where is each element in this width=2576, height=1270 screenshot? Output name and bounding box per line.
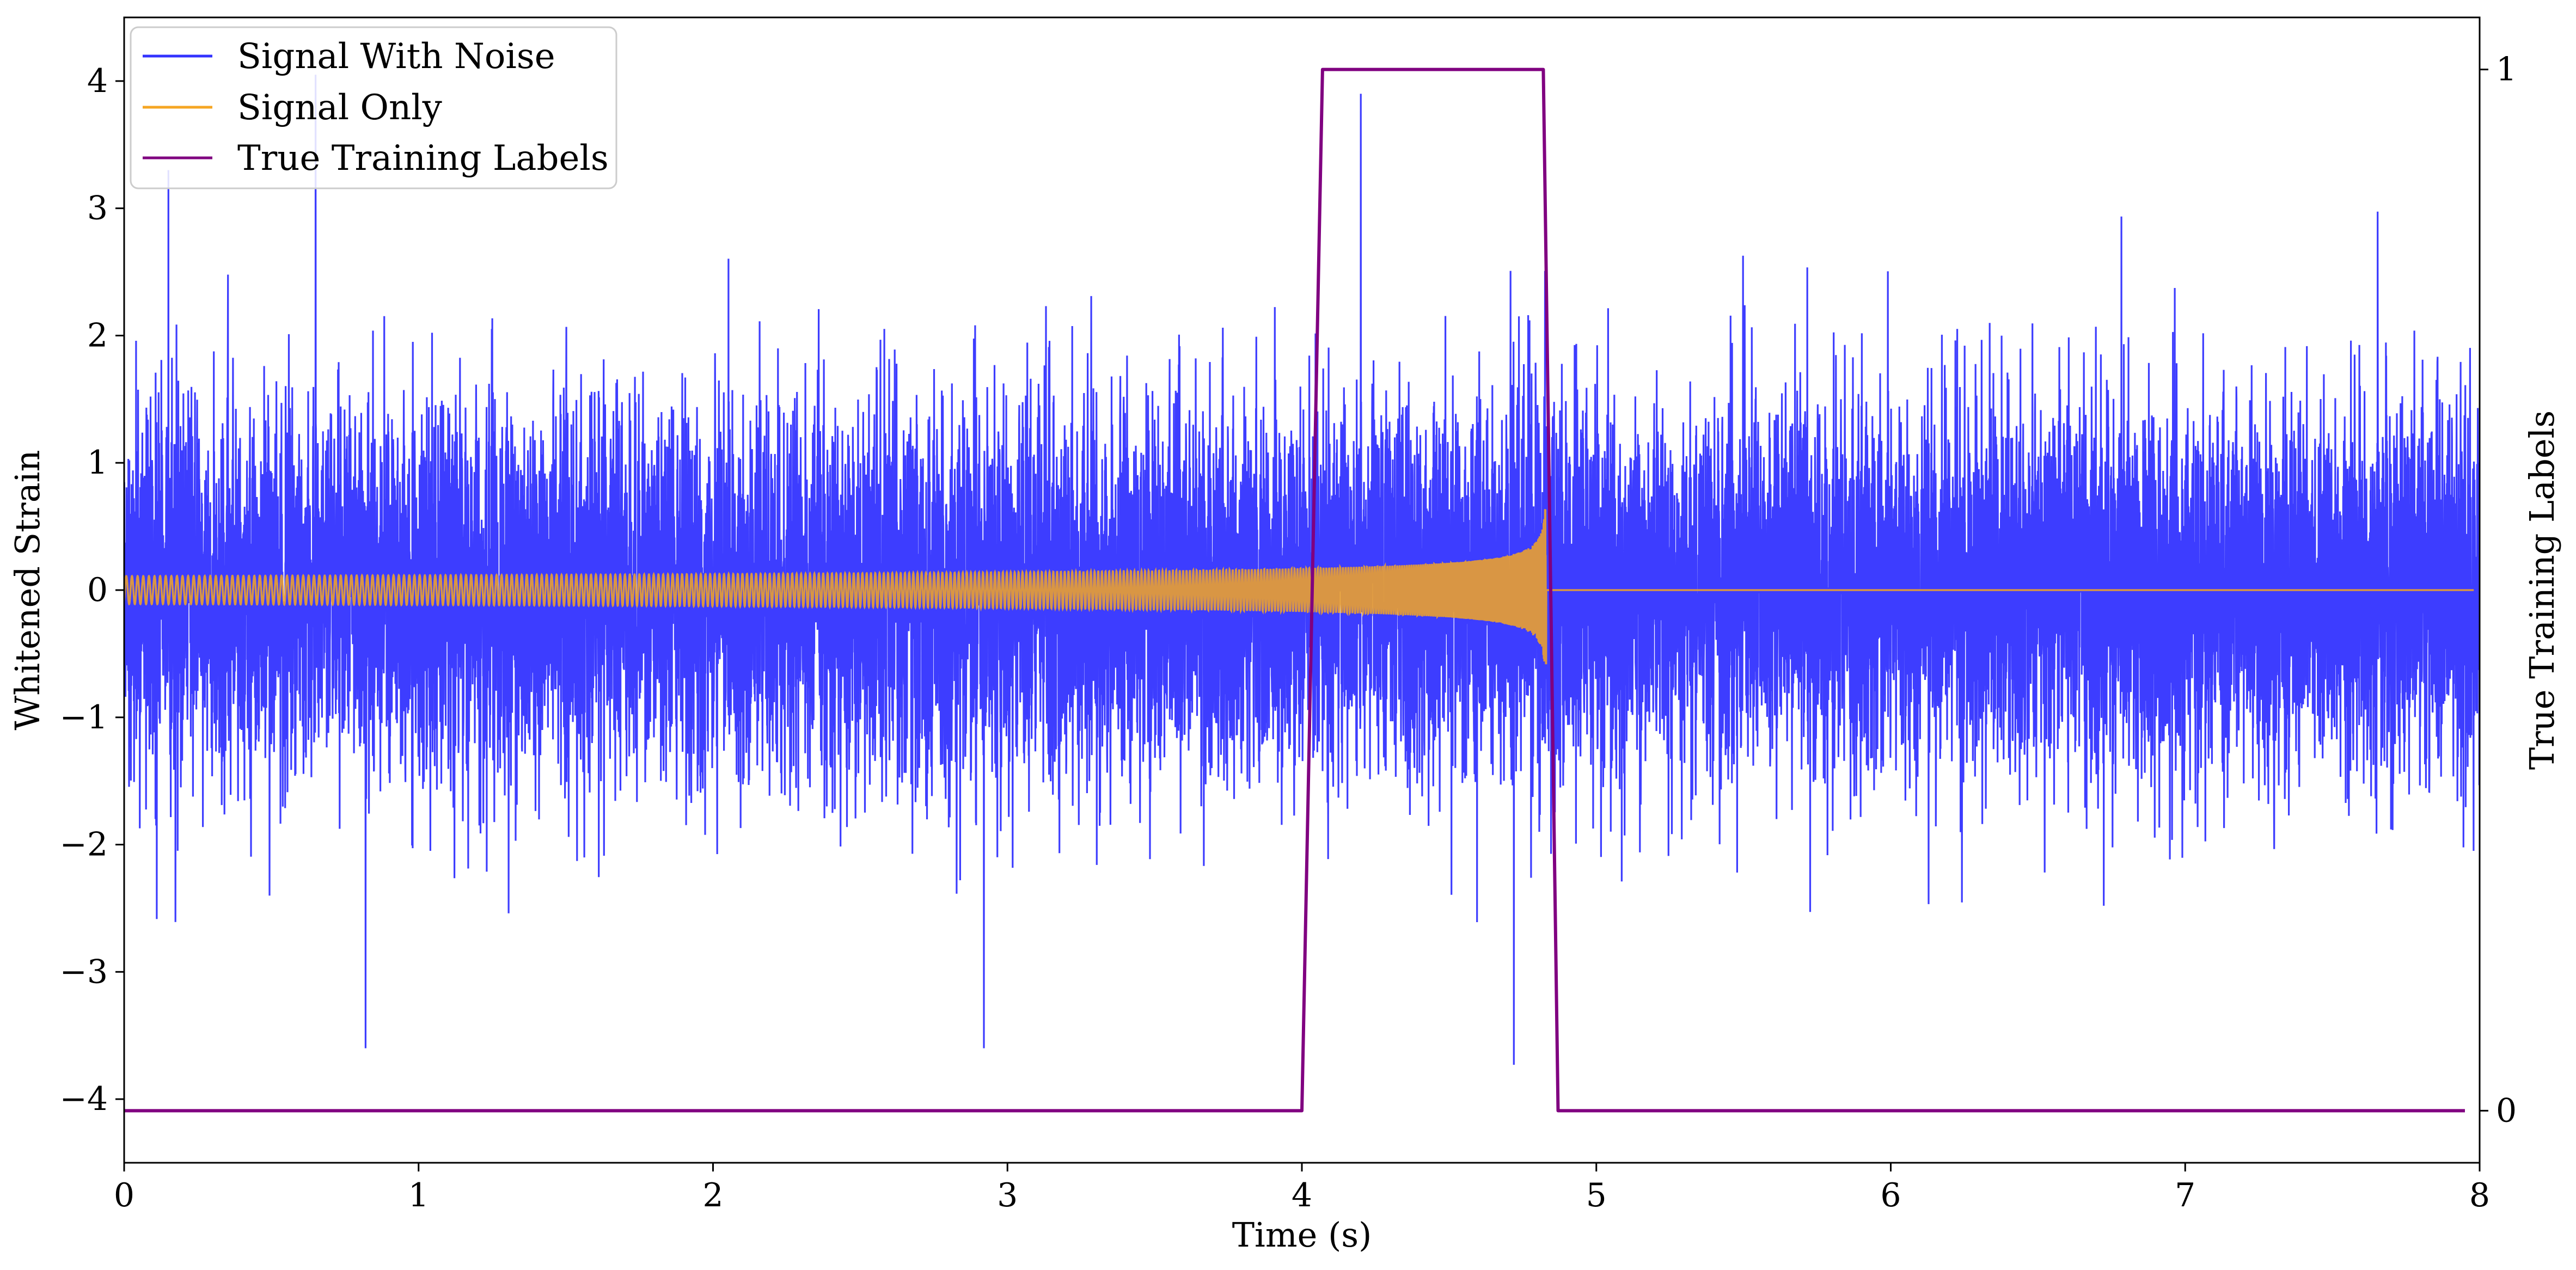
- x-tick-label: 8: [2469, 1176, 2490, 1214]
- x-tick-label: 1: [408, 1176, 429, 1214]
- y-tick-label: 3: [87, 189, 108, 228]
- y-tick-label: 0: [87, 571, 108, 609]
- series-signal-only: [124, 509, 2474, 665]
- legend-label-true-training-labels: True Training Labels: [237, 138, 609, 179]
- true-training-labels-line: [124, 68, 2465, 1113]
- y-tick-label: −2: [60, 826, 108, 864]
- y-tick-label: −4: [60, 1080, 108, 1118]
- x-tick-label: 6: [1880, 1176, 1901, 1214]
- y-tick-label: −1: [60, 698, 108, 737]
- y-tick-label: 2: [87, 316, 108, 354]
- legend-box: [130, 26, 617, 189]
- signal-only-line: [124, 509, 2474, 665]
- x-axis-ticks: 0 1 2 3 4 5 6 7 8: [114, 1163, 2490, 1214]
- signal-with-noise-line: [124, 75, 2480, 1065]
- legend: Signal With Noise Signal Only True Train…: [130, 26, 617, 189]
- series-true-training-labels: [124, 68, 2465, 1113]
- legend-label-signal-only: Signal Only: [237, 88, 442, 128]
- x-tick-label: 3: [997, 1176, 1018, 1214]
- y2-tick-label: 0: [2496, 1091, 2517, 1130]
- x-tick-label: 5: [1586, 1176, 1607, 1214]
- y-tick-label: −3: [60, 953, 108, 991]
- x-axis-label: Time (s): [1232, 1215, 1372, 1255]
- y-tick-label: 1: [87, 444, 108, 482]
- y-axis-ticks: 4 3 2 1 0 −1 −2 −3 −4: [60, 62, 124, 1118]
- y-tick-label: 4: [87, 62, 108, 100]
- x-tick-label: 4: [1292, 1176, 1312, 1214]
- plot-area: [124, 68, 2480, 1113]
- y2-axis-ticks: 10: [2480, 51, 2517, 1130]
- x-tick-label: 7: [2175, 1176, 2195, 1214]
- x-tick-label: 0: [114, 1176, 134, 1214]
- y2-tick-label: 1: [2496, 51, 2517, 89]
- x-tick-label: 2: [702, 1176, 723, 1214]
- y-axis-label: Whitened Strain: [8, 450, 47, 731]
- series-signal-with-noise: [124, 75, 2480, 1065]
- legend-label-signal-with-noise: Signal With Noise: [237, 36, 555, 77]
- y2-axis-label: True Training Labels: [2522, 410, 2562, 770]
